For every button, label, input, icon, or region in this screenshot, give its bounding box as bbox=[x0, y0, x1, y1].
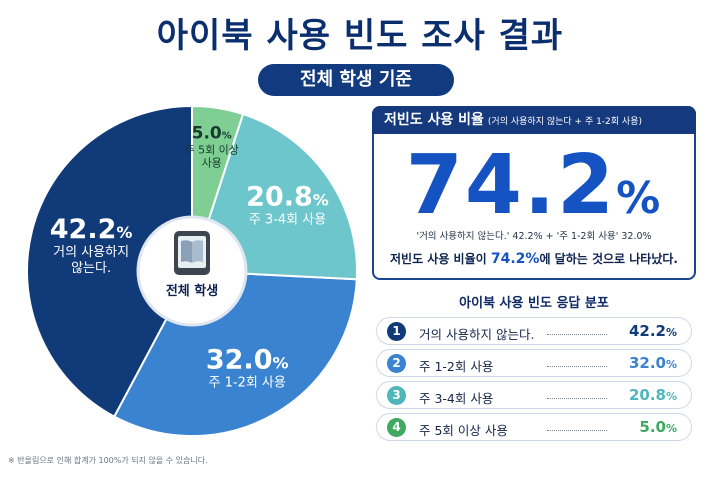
slice-label-1: 않는다. bbox=[71, 261, 111, 276]
row-leader-dots bbox=[547, 366, 607, 367]
slice-label-1: 거의 사용하지 bbox=[53, 245, 129, 260]
tablet-book-icon bbox=[174, 231, 210, 275]
conclusion-value: 74.2% bbox=[490, 251, 540, 267]
row-value: 42.2% bbox=[629, 322, 677, 340]
row-label: 거의 사용하지 않는다. bbox=[419, 327, 535, 342]
row-value: 32.0% bbox=[629, 354, 677, 372]
summary-unit: % bbox=[616, 173, 663, 224]
row-number-badge: 1 bbox=[387, 322, 406, 341]
pie-slice-1 bbox=[26, 104, 193, 418]
page-title: 아이북 사용 빈도 조사 결과 bbox=[156, 16, 564, 56]
slice-label-3: 주 3-4회 사용 bbox=[249, 212, 326, 227]
row-label: 주 1-2회 사용 bbox=[419, 359, 494, 374]
summary-heading-note: (거의 사용하지 않는다 + 주 1-2회 사용) bbox=[487, 117, 642, 127]
row-value: 5.0% bbox=[639, 418, 677, 436]
row-label: 주 3-4회 사용 bbox=[419, 391, 494, 406]
slice-value-3: 20.8% bbox=[246, 181, 329, 212]
row-value-number: 42.2 bbox=[628, 322, 666, 340]
summary-conclusion: 저빈도 사용 비율이 74.2%에 달하는 것으로 나타났다. bbox=[374, 250, 694, 267]
summary-panel: 저빈도 사용 비율 (거의 사용하지 않는다 + 주 1-2회 사용) 74.2%… bbox=[372, 106, 696, 280]
summary-header: 저빈도 사용 비율 (거의 사용하지 않는다 + 주 1-2회 사용) bbox=[372, 106, 696, 134]
summary-formula: '거의 사용하지 않는다.' 42.2% + '주 1-2회 사용' 32.0% bbox=[416, 231, 652, 242]
row-value-unit: % bbox=[665, 422, 677, 435]
row-label: 주 5회 이상 사용 bbox=[419, 423, 508, 438]
row-value-number: 20.8 bbox=[628, 386, 666, 404]
row-number-badge: 3 bbox=[387, 386, 406, 405]
distribution-row: 3 주 3-4회 사용 20.8% bbox=[376, 381, 692, 409]
distribution-row: 1 거의 사용하지 않는다. 42.2% bbox=[376, 317, 692, 345]
row-value-unit: % bbox=[665, 358, 677, 371]
slice-value-1: 42.2% bbox=[50, 214, 133, 245]
row-value-unit: % bbox=[665, 390, 677, 403]
row-number-badge: 4 bbox=[387, 418, 406, 437]
row-leader-dots bbox=[547, 398, 607, 399]
row-value-number: 5.0 bbox=[639, 418, 666, 436]
distribution-row: 2 주 1-2회 사용 32.0% bbox=[376, 349, 692, 377]
distribution-title: 아이북 사용 빈도 응답 분포 bbox=[459, 296, 609, 311]
row-leader-dots bbox=[547, 334, 607, 335]
subtitle-badge: 전체 학생 기준 bbox=[258, 64, 454, 96]
slice-value-2: 32.0% bbox=[206, 345, 289, 376]
slice-label-2: 주 1-2회 사용 bbox=[209, 376, 286, 391]
row-number-badge: 2 bbox=[387, 354, 406, 373]
summary-heading: 저빈도 사용 비율 bbox=[384, 112, 484, 128]
summary-value: 74.2 bbox=[405, 138, 617, 233]
row-value-number: 32.0 bbox=[628, 354, 666, 372]
footnote: ※ 반올림으로 인해 합계가 100%가 되지 않을 수 있습니다. bbox=[8, 456, 208, 465]
slice-label-4: 주 5회 이상 bbox=[184, 144, 238, 157]
row-value-unit: % bbox=[665, 326, 677, 339]
row-value: 20.8% bbox=[629, 386, 677, 404]
conclusion-post: 에 달하는 것으로 나타났다. bbox=[539, 252, 678, 266]
slice-value-4: 5.0% bbox=[192, 124, 232, 144]
pie-center-label: 전체 학생 bbox=[166, 283, 218, 299]
distribution-row: 4 주 5회 이상 사용 5.0% bbox=[376, 413, 692, 441]
slice-label-4: 사용 bbox=[202, 157, 222, 170]
summary-percentage: 74.2% bbox=[374, 138, 694, 233]
row-leader-dots bbox=[547, 430, 607, 431]
conclusion-pre: 저빈도 사용 비율이 bbox=[390, 252, 491, 266]
